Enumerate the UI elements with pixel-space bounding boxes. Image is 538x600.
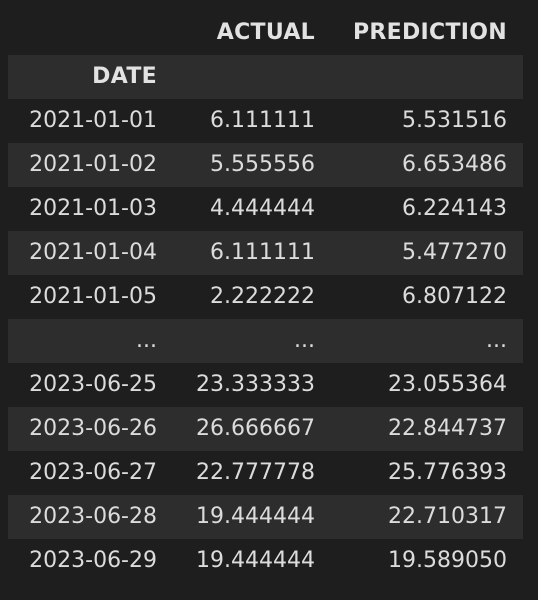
table-row: 2021-01-02 5.555556 6.653486 xyxy=(8,143,523,187)
cell-prediction: 25.776393 xyxy=(331,451,523,495)
row-index-date: 2021-01-02 xyxy=(8,143,173,187)
row-index-date: 2023-06-29 xyxy=(8,539,173,583)
cell-actual: 19.444444 xyxy=(173,539,331,583)
cell-prediction: 6.224143 xyxy=(331,187,523,231)
table-row: 2021-01-04 6.111111 5.477270 xyxy=(8,231,523,275)
cell-actual: 19.444444 xyxy=(173,495,331,539)
index-name-row: DATE xyxy=(8,55,523,99)
row-index-date: 2021-01-03 xyxy=(8,187,173,231)
cell-prediction: 5.531516 xyxy=(331,99,523,143)
dataframe-table: ACTUAL PREDICTION DATE 2021-01-01 6.11111… xyxy=(8,11,523,583)
index-name-header: DATE xyxy=(8,55,173,99)
cell-prediction: 5.477270 xyxy=(331,231,523,275)
column-header-prediction: PREDICTION xyxy=(331,11,523,55)
cell-actual: ... xyxy=(173,319,331,363)
cell-prediction: 22.710317 xyxy=(331,495,523,539)
column-header-row: ACTUAL PREDICTION xyxy=(8,11,523,55)
cell-prediction: 6.807122 xyxy=(331,275,523,319)
cell-prediction: 6.653486 xyxy=(331,143,523,187)
cell-actual: 23.333333 xyxy=(173,363,331,407)
table-row: 2023-06-27 22.777778 25.776393 xyxy=(8,451,523,495)
column-header-actual: ACTUAL xyxy=(173,11,331,55)
row-index-date: 2023-06-26 xyxy=(8,407,173,451)
index-name-blank xyxy=(173,55,331,99)
table-row: ......... xyxy=(8,319,523,363)
cell-actual: 6.111111 xyxy=(173,231,331,275)
table-row: 2021-01-01 6.111111 5.531516 xyxy=(8,99,523,143)
cell-actual: 5.555556 xyxy=(173,143,331,187)
cell-actual: 4.444444 xyxy=(173,187,331,231)
cell-actual: 2.222222 xyxy=(173,275,331,319)
corner-cell xyxy=(8,11,173,55)
cell-prediction: ... xyxy=(331,319,523,363)
table-row: 2023-06-29 19.444444 19.589050 xyxy=(8,539,523,583)
table-row: 2023-06-26 26.666667 22.844737 xyxy=(8,407,523,451)
row-index-date: ... xyxy=(8,319,173,363)
table-row: 2023-06-28 19.444444 22.710317 xyxy=(8,495,523,539)
row-index-date: 2021-01-04 xyxy=(8,231,173,275)
cell-prediction: 22.844737 xyxy=(331,407,523,451)
table-row: 2023-06-25 23.333333 23.055364 xyxy=(8,363,523,407)
row-index-date: 2023-06-27 xyxy=(8,451,173,495)
table-row: 2021-01-03 4.444444 6.224143 xyxy=(8,187,523,231)
cell-actual: 22.777778 xyxy=(173,451,331,495)
row-index-date: 2021-01-01 xyxy=(8,99,173,143)
table-row: 2021-01-05 2.222222 6.807122 xyxy=(8,275,523,319)
cell-actual: 6.111111 xyxy=(173,99,331,143)
row-index-date: 2023-06-25 xyxy=(8,363,173,407)
cell-actual: 26.666667 xyxy=(173,407,331,451)
cell-prediction: 23.055364 xyxy=(331,363,523,407)
row-index-date: 2023-06-28 xyxy=(8,495,173,539)
index-name-blank xyxy=(331,55,523,99)
cell-prediction: 19.589050 xyxy=(331,539,523,583)
row-index-date: 2021-01-05 xyxy=(8,275,173,319)
